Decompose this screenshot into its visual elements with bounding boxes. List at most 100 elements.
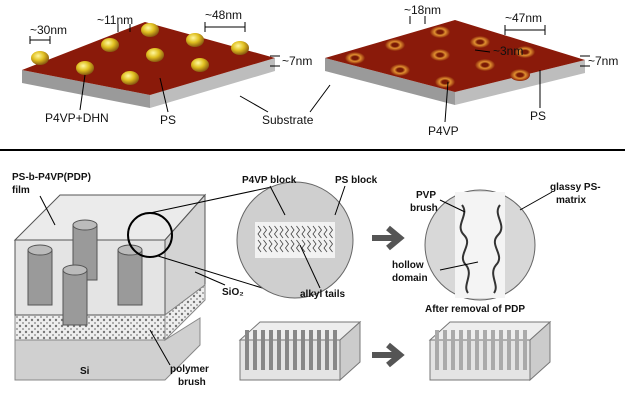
label: After removal of PDP — [425, 304, 525, 315]
rod — [333, 330, 337, 370]
alkyl-tail — [312, 225, 317, 253]
label: ~18nm — [404, 3, 441, 17]
bump — [231, 41, 249, 55]
cylinder — [62, 269, 88, 326]
ring — [515, 46, 535, 58]
alkyl-tail — [274, 225, 278, 253]
ring — [345, 52, 365, 64]
label: ~47nm — [505, 11, 542, 25]
label: ~7nm — [282, 54, 312, 68]
bump — [76, 61, 94, 75]
pore — [443, 330, 447, 370]
label: glassy PS- — [550, 182, 601, 193]
pore — [499, 330, 503, 370]
label: PVP — [416, 190, 436, 201]
rod — [245, 330, 249, 370]
rod — [253, 330, 257, 370]
ring — [430, 49, 450, 61]
arrow — [372, 225, 405, 251]
rod — [317, 330, 321, 370]
label: alkyl tails — [300, 289, 345, 300]
alkyl-tail — [318, 225, 322, 253]
ring — [430, 26, 450, 38]
hollow-circle — [424, 189, 536, 301]
alkyl-tail — [257, 225, 262, 253]
alkyl-tail — [323, 225, 328, 253]
label: brush — [178, 377, 206, 388]
label: film — [12, 185, 30, 196]
cylinder — [62, 264, 88, 276]
rod — [277, 330, 281, 370]
ring — [435, 76, 455, 88]
ring — [390, 64, 410, 76]
pore — [507, 330, 511, 370]
label: P4VP — [428, 124, 459, 138]
label: PS — [160, 113, 176, 127]
film-schematic — [13, 181, 296, 381]
pore — [435, 330, 439, 370]
bump — [146, 48, 164, 62]
pore — [523, 330, 527, 370]
pore — [467, 330, 471, 370]
label: PS block — [335, 175, 378, 186]
alkyl-tail — [307, 225, 311, 253]
rod — [261, 330, 265, 370]
rod — [293, 330, 297, 370]
pointer-lines — [39, 185, 553, 366]
cylinder — [72, 219, 98, 231]
label: brush — [410, 203, 438, 214]
rod — [285, 330, 289, 370]
label: ~11nm — [97, 13, 133, 27]
bump — [31, 51, 49, 65]
pore — [483, 330, 487, 370]
label: PS-b-P4VP(PDP) — [12, 172, 91, 183]
cylinder — [117, 249, 143, 306]
bump — [121, 71, 139, 85]
label: PS — [530, 109, 546, 123]
alkyl-tail — [279, 225, 284, 253]
bump — [141, 23, 159, 37]
pore — [491, 330, 495, 370]
label: ~7nm — [588, 54, 618, 68]
pore — [451, 330, 455, 370]
ring — [510, 69, 530, 81]
ring — [475, 59, 495, 71]
afm-right — [325, 20, 585, 105]
bump — [186, 33, 204, 47]
label: SiO₂ — [222, 287, 244, 298]
label: ~48nm — [205, 8, 242, 22]
label: domain — [392, 273, 428, 284]
label: hollow — [392, 260, 424, 271]
alkyl-tail — [290, 225, 295, 253]
pore — [459, 330, 463, 370]
ring — [470, 36, 490, 48]
label: ~3nm — [493, 44, 523, 58]
rod — [309, 330, 313, 370]
alkyl-tail — [301, 225, 306, 253]
cylinder — [27, 244, 53, 256]
bump — [191, 58, 209, 72]
rod — [301, 330, 305, 370]
label: Substrate — [262, 113, 314, 127]
label: polymer — [170, 364, 209, 375]
bump — [101, 38, 119, 52]
cylinder — [27, 249, 53, 306]
rod — [325, 330, 329, 370]
annotation-lines — [29, 16, 590, 123]
zoom-circle — [236, 181, 354, 299]
alkyl-tail — [268, 225, 273, 253]
pore — [475, 330, 479, 370]
bottom-row — [238, 320, 552, 382]
label: P4VP block — [242, 175, 297, 186]
ring — [385, 39, 405, 51]
label: P4VP+DHN — [45, 111, 109, 125]
pore — [515, 330, 519, 370]
rod — [269, 330, 273, 370]
label: matrix — [556, 195, 586, 206]
alkyl-tail — [296, 225, 300, 253]
label: Si — [80, 366, 90, 377]
alkyl-tail — [329, 225, 333, 253]
alkyl-tail — [285, 225, 289, 253]
alkyl-tail — [263, 225, 267, 253]
